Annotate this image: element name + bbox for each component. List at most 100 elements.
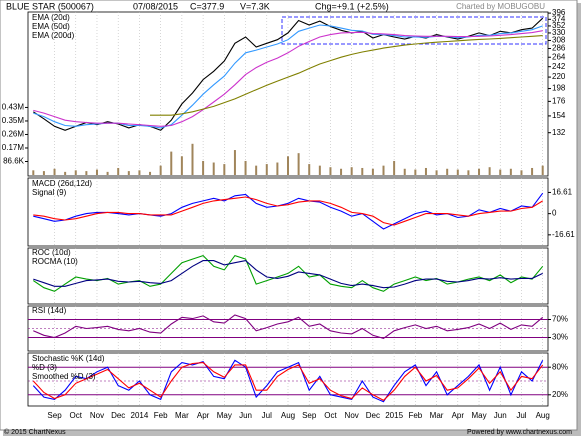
volume-bar (435, 170, 438, 175)
legend-entry: ROC (10d) (32, 248, 71, 257)
x-tick-label: Jul (516, 411, 526, 420)
volume-bar (520, 170, 523, 175)
volume-bar (265, 164, 268, 175)
y-tick-label: 30% (552, 333, 568, 342)
series-line (33, 314, 544, 340)
series-line (32, 17, 544, 131)
volume-bar (371, 168, 374, 175)
volume-bar (138, 170, 141, 175)
volume-bar (95, 169, 98, 175)
x-tick-label: May (217, 411, 232, 420)
y-tick-label: 70% (552, 315, 568, 324)
volume-bar (276, 162, 279, 175)
series-line (32, 362, 544, 401)
volume-bar (287, 156, 289, 175)
volume-bar (446, 168, 449, 175)
volume-bar (403, 168, 406, 175)
x-tick-label: Nov (90, 411, 104, 420)
legend-entry: Smoothed %D (3) (32, 372, 96, 381)
volume-bar (340, 168, 343, 175)
volume-bar (149, 171, 152, 175)
x-tick-label: Dec (366, 411, 380, 420)
x-tick-label: Apr (197, 411, 210, 420)
x-tick-label: Mar (430, 411, 444, 420)
volume-bar (180, 156, 183, 175)
volume-bar (42, 171, 45, 175)
volume-bar (382, 165, 385, 175)
title: BLUE STAR (500067) (6, 1, 94, 11)
volume-bar (467, 170, 470, 175)
volume-bar (488, 167, 491, 175)
volume-bar (223, 164, 226, 175)
legend-entry: Signal (9) (32, 188, 67, 197)
y-tick-label: 0.43M (2, 103, 25, 112)
x-tick-label: Sep (47, 411, 62, 420)
volume-bar (255, 165, 258, 175)
x-tick-label: Feb (408, 411, 422, 420)
volume-bar (456, 169, 459, 175)
volume-bar (329, 167, 332, 175)
volume-bar (159, 165, 162, 175)
y-tick-label: 374 (552, 14, 566, 23)
volume-bar (499, 169, 502, 175)
x-tick-label: Dec (111, 411, 125, 420)
series-line (33, 196, 543, 226)
y-tick-label: 154 (552, 111, 566, 120)
volume-bar (361, 167, 364, 175)
y-tick-label: 16.61 (552, 188, 573, 197)
x-tick-label: Oct (324, 411, 337, 420)
series-line (33, 260, 543, 289)
volume-bar (74, 170, 77, 175)
powered-by: Powered by www.chartnexus.com (467, 429, 572, 436)
x-tick-label: 2014 (131, 411, 149, 420)
volume-bar (233, 150, 236, 175)
y-tick-label: -16.61 (552, 230, 575, 239)
y-tick-label: 308 (552, 36, 566, 45)
volume-bar (212, 162, 215, 175)
legend-entry: EMA (200d) (32, 31, 75, 40)
x-tick-label: Jul (262, 411, 272, 420)
legend-entry: EMA (50d) (32, 22, 70, 31)
volume-bar (414, 169, 417, 175)
x-tick-label: 2015 (385, 411, 403, 420)
credit: Charted by MOBUGOBU (456, 2, 545, 11)
series-line (32, 359, 544, 403)
legend-entry: EMA (20d) (32, 13, 70, 22)
legend-title: RSI (14d) (32, 306, 67, 315)
x-tick-label: Nov (345, 411, 359, 420)
y-tick-label: 0.26M (2, 130, 25, 139)
copyright: © 2015 ChartNexus (4, 428, 66, 436)
legend-title: Stochastic %K (14d) (32, 354, 105, 363)
x-tick-label: Jun (494, 411, 507, 420)
x-tick-label: Aug (281, 411, 295, 420)
series-line (33, 30, 543, 127)
x-tick-label: Apr (452, 411, 465, 420)
volume-bar (318, 165, 321, 175)
y-tick-label: 176 (552, 96, 566, 105)
x-tick-label: May (471, 411, 486, 420)
volume-bar (308, 164, 311, 175)
y-tick-label: 0.35M (2, 116, 25, 125)
volume-bar (541, 165, 544, 175)
volume-bar (85, 171, 88, 175)
volume-bar (531, 167, 534, 175)
volume-bar (127, 171, 130, 175)
volume-bar (509, 168, 512, 175)
date: 07/08/2015 (133, 1, 178, 11)
close: C=377.9 (190, 1, 224, 11)
y-tick-label: 20% (552, 390, 568, 399)
volume-bar (191, 143, 194, 175)
x-tick-label: Feb (154, 411, 168, 420)
change: Chg=+9.1 (+2.5%) (315, 1, 389, 11)
legend-entry: ROCMA (10) (32, 257, 78, 266)
x-tick-label: Sep (302, 411, 317, 420)
y-tick-label: 0.17M (2, 143, 25, 152)
series-line (33, 192, 544, 230)
volume-bar (117, 167, 120, 175)
y-tick-label: 0 (552, 209, 557, 218)
volume-bar (424, 167, 427, 175)
volume-bar (64, 171, 67, 175)
volume-bar (350, 167, 353, 175)
y-tick-label: 396 (552, 8, 566, 17)
